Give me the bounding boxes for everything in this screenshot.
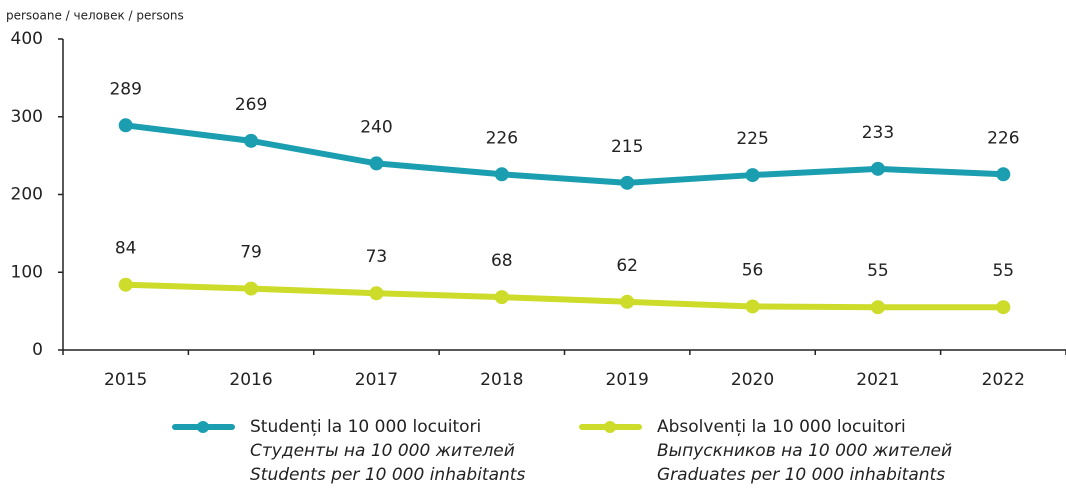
point — [870, 161, 885, 176]
point — [620, 294, 635, 309]
data-label: 73 — [366, 247, 388, 267]
legend-label: Выпускников на 10 000 жителей — [657, 441, 952, 461]
data-label: 56 — [742, 260, 764, 280]
data-label: 289 — [109, 79, 141, 99]
point — [369, 156, 384, 171]
x-tick-label: 2022 — [982, 370, 1025, 390]
data-label: 68 — [491, 251, 513, 271]
data-label: 226 — [987, 128, 1019, 148]
point — [620, 175, 635, 190]
data-label: 233 — [862, 123, 894, 143]
data-label: 240 — [360, 117, 392, 137]
x-tick-label: 2018 — [480, 370, 523, 390]
data-label: 55 — [992, 261, 1014, 281]
y-tick-label: 400 — [11, 29, 43, 49]
x-tick-label: 2017 — [355, 370, 398, 390]
series-line — [125, 281, 1004, 311]
legend-label: Studenți la 10 000 locuitori — [250, 417, 481, 437]
x-tick-label: 2020 — [731, 370, 774, 390]
data-label: 269 — [235, 95, 267, 115]
data-label: 62 — [616, 256, 638, 276]
legend-marker — [197, 421, 209, 433]
series-line — [125, 122, 1004, 186]
point — [118, 277, 133, 292]
point — [745, 299, 760, 314]
legend-label: Absolvenți la 10 000 locuitori — [657, 417, 906, 437]
data-label: 84 — [115, 239, 137, 259]
legend-label: Студенты на 10 000 жителей — [250, 441, 515, 461]
data-label: 225 — [736, 129, 768, 149]
x-tick-label: 2021 — [856, 370, 899, 390]
legend-label: Students per 10 000 inhabitants — [250, 465, 525, 485]
data-label: 226 — [486, 128, 518, 148]
x-tick-label: 2016 — [229, 370, 272, 390]
legend-marker — [604, 421, 616, 433]
data-label: 55 — [867, 261, 889, 281]
data-label: 215 — [611, 137, 643, 157]
point — [494, 290, 509, 305]
legend-label: Graduates per 10 000 inhabitants — [657, 465, 945, 485]
y-tick-label: 0 — [32, 340, 43, 360]
point — [745, 168, 760, 183]
point — [870, 300, 885, 315]
data-label: 79 — [240, 243, 262, 263]
point — [494, 167, 509, 182]
point — [369, 286, 384, 301]
y-axis-label: persoane / человек / persons — [6, 9, 184, 23]
y-tick-label: 100 — [11, 262, 43, 282]
point — [244, 133, 259, 148]
point — [244, 281, 259, 296]
y-tick-label: 200 — [11, 185, 43, 205]
point — [118, 118, 133, 133]
point — [996, 167, 1011, 182]
x-tick-label: 2015 — [104, 370, 147, 390]
x-tick-label: 2019 — [606, 370, 649, 390]
point — [996, 300, 1011, 315]
y-tick-label: 300 — [11, 107, 43, 127]
